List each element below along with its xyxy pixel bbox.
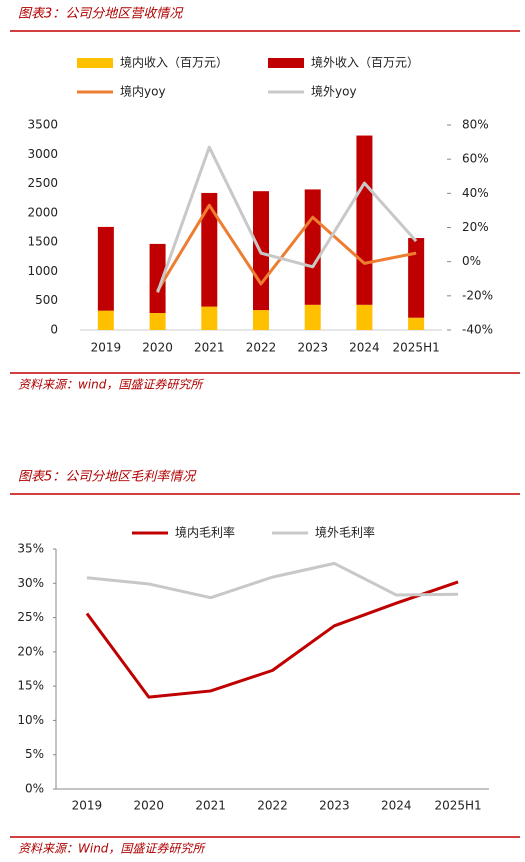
y2-tick-label: 0% [462, 254, 481, 268]
y-tick-label: 1500 [27, 235, 58, 249]
y-tick-label: 5% [25, 747, 44, 761]
legend-label: 境内毛利率 [175, 525, 235, 540]
x-tick-label: 2024 [381, 799, 412, 813]
bar [253, 310, 269, 330]
y-tick-label: 0% [25, 782, 44, 796]
x-tick-label: 2024 [349, 341, 380, 355]
source: 资料来源：wind，国盛证券研究所 [18, 378, 204, 392]
y2-tick-label: 60% [462, 152, 489, 166]
y2-tick-label: -20% [462, 288, 493, 302]
bar [97, 226, 114, 311]
x-tick-label: 2021 [194, 341, 225, 355]
y-tick-label: 35% [17, 542, 44, 556]
y2-tick-label: 20% [462, 220, 489, 234]
chart-title: 图表5：公司分地区毛利率情况 [18, 469, 197, 485]
y-tick-label: 10% [17, 713, 44, 727]
y-tick-label: 500 [35, 293, 58, 307]
x-tick-label: 2022 [257, 799, 288, 813]
x-tick-label: 2021 [195, 799, 226, 813]
y-tick-label: 2000 [27, 205, 58, 219]
legend-label: 境内yoy [120, 84, 166, 99]
y-tick-label: 15% [17, 679, 44, 693]
x-tick-label: 2022 [246, 341, 277, 355]
legend-swatch [268, 58, 304, 68]
y-tick-label: 1000 [27, 264, 58, 278]
bar [408, 317, 425, 330]
line [85, 580, 459, 699]
x-tick-label: 2020 [142, 341, 173, 355]
y-tick-label: 2500 [27, 176, 58, 190]
bar [356, 135, 373, 305]
x-tick-label: 2019 [72, 799, 103, 813]
line [156, 145, 418, 293]
bar [149, 243, 166, 314]
y-tick-label: 30% [17, 576, 44, 590]
chart-title: 图表3：公司分地区营收情况 [18, 7, 184, 22]
bar [408, 238, 425, 318]
y-tick-label: 3500 [27, 118, 58, 132]
line [156, 203, 417, 292]
y2-tick-label: 80% [462, 118, 489, 132]
x-tick-label: 2023 [297, 341, 328, 355]
bar [304, 189, 321, 305]
legend-label: 境内收入（百万元） [120, 55, 228, 70]
y-tick-label: 3000 [27, 147, 58, 161]
x-tick-label: 2019 [91, 341, 122, 355]
x-tick-label: 2020 [134, 799, 165, 813]
bar [304, 304, 321, 330]
y-tick-label: 25% [17, 610, 44, 624]
legend-label: 境外yoy [311, 84, 357, 99]
line [86, 561, 459, 600]
source: 资料来源：Wind，国盛证券研究所 [18, 842, 206, 856]
bar [356, 304, 373, 330]
y-tick-label: 0 [50, 323, 58, 337]
legend-label: 境外收入（百万元） [311, 55, 419, 70]
bar [97, 310, 114, 330]
bar [201, 306, 218, 330]
legend-swatch [77, 58, 113, 68]
bar [149, 313, 166, 330]
bar [201, 192, 218, 307]
y2-tick-label: 40% [462, 186, 489, 200]
x-tick-label: 2025H1 [434, 799, 481, 813]
x-tick-label: 2025H1 [393, 341, 440, 355]
legend-label: 境外毛利率 [315, 525, 375, 540]
y-tick-label: 20% [17, 644, 44, 658]
x-tick-label: 2023 [319, 799, 350, 813]
y2-tick-label: -40% [462, 323, 493, 337]
